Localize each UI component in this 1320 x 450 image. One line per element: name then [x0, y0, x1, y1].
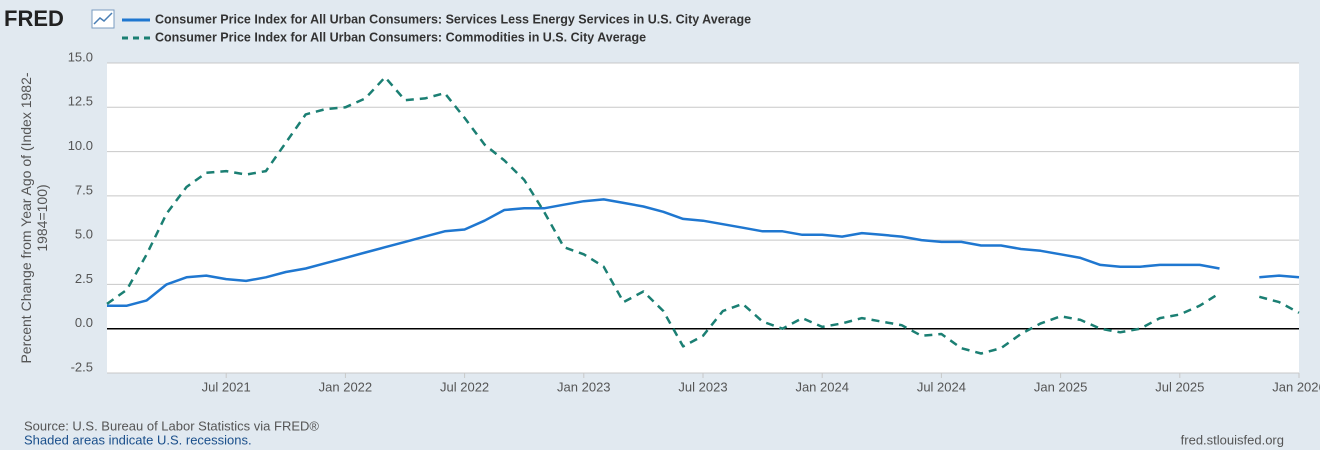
logo-icon	[91, 9, 115, 29]
series-line	[106, 75, 1300, 355]
y-tick-label: 0.0	[75, 315, 93, 330]
y-axis-label-line: Percent Change from Year Ago of (Index 1…	[18, 72, 34, 363]
y-axis-label-line: 1984=100)	[34, 184, 50, 251]
x-tick-label: Jan 2026	[1272, 379, 1320, 394]
y-tick-label: 5.0	[75, 227, 93, 242]
x-tick-label: Jul 2023	[678, 379, 727, 394]
y-tick-label: 12.5	[68, 94, 93, 109]
x-tick-label: Jul 2022	[440, 379, 489, 394]
logo[interactable]: FRED	[4, 6, 64, 31]
x-tick-label: Jul 2024	[917, 379, 966, 394]
x-tick-label: Jan 2023	[557, 379, 611, 394]
x-tick-label: Jul 2021	[202, 379, 251, 394]
y-tick-label: 15.0	[68, 49, 93, 64]
plot-area	[107, 63, 1299, 373]
legend-label: Consumer Price Index for All Urban Consu…	[155, 30, 646, 44]
x-tick-label: Jul 2025	[1155, 379, 1204, 394]
y-tick-label: -2.5	[71, 359, 93, 374]
x-tick-label: Jan 2025	[1034, 379, 1088, 394]
y-tick-label: 2.5	[75, 271, 93, 286]
y-tick-label: 10.0	[68, 138, 93, 153]
y-axis-label: Percent Change from Year Ago of (Index 1…	[18, 72, 50, 363]
recession-note[interactable]: Shaded areas indicate U.S. recessions.	[24, 432, 252, 447]
site-link[interactable]: fred.stlouisfed.org	[1181, 432, 1284, 447]
legend-label: Consumer Price Index for All Urban Consu…	[155, 12, 751, 26]
series-line	[107, 198, 1300, 307]
y-tick-label: 7.5	[75, 182, 93, 197]
x-tick-label: Jan 2024	[795, 379, 849, 394]
source: Source: U.S. Bureau of Labor Statistics …	[24, 418, 319, 433]
x-tick-label: Jan 2022	[319, 379, 373, 394]
